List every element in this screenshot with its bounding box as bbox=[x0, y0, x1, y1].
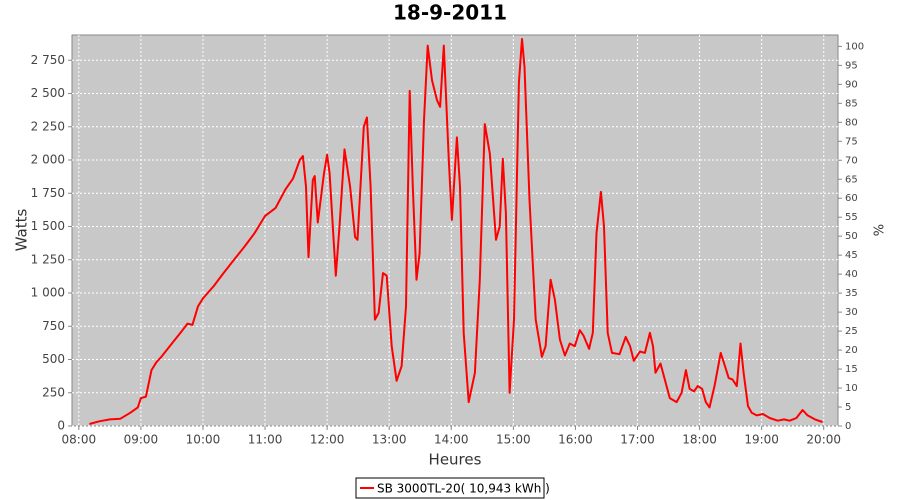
x-tick-label: 10:00 bbox=[186, 433, 221, 447]
y2-tick-label: 10 bbox=[845, 383, 858, 394]
y2-tick-label: 55 bbox=[845, 212, 858, 223]
y-tick-label: 0 bbox=[57, 419, 65, 433]
y-tick-label: 500 bbox=[42, 352, 65, 366]
y2-tick-label: 90 bbox=[845, 79, 858, 90]
x-tick-label: 08:00 bbox=[62, 433, 97, 447]
x-tick-label: 16:00 bbox=[558, 433, 593, 447]
y2-tick-label: 75 bbox=[845, 136, 858, 147]
x-axis-label: Heures bbox=[429, 451, 482, 469]
y2-tick-label: 30 bbox=[845, 307, 858, 318]
y2-tick-label: 25 bbox=[845, 326, 858, 337]
y2-tick-label: 85 bbox=[845, 98, 858, 109]
y-tick-label: 250 bbox=[42, 385, 65, 399]
x-tick-label: 19:00 bbox=[744, 433, 779, 447]
x-tick-label: 15:00 bbox=[496, 433, 531, 447]
plot-area bbox=[71, 34, 839, 427]
x-tick-label: 12:00 bbox=[310, 433, 345, 447]
y2-tick-label: 0 bbox=[845, 421, 851, 432]
y2-tick-label: 35 bbox=[845, 288, 858, 299]
y-tick-label: 2 750 bbox=[31, 53, 65, 67]
y-tick-label: 1 250 bbox=[31, 252, 65, 266]
y2-tick-label: 50 bbox=[845, 231, 858, 242]
y-tick-label: 2 000 bbox=[31, 153, 65, 167]
x-tick-label: 09:00 bbox=[124, 433, 159, 447]
y-axis-label: Watts bbox=[13, 209, 31, 252]
y-tick-label: 1 750 bbox=[31, 186, 65, 200]
y-tick-label: 2 500 bbox=[31, 86, 65, 100]
y2-tick-label: 20 bbox=[845, 345, 858, 356]
x-tick-label: 17:00 bbox=[620, 433, 655, 447]
y2-tick-label: 45 bbox=[845, 250, 858, 261]
x-tick-label: 14:00 bbox=[434, 433, 469, 447]
x-tick-label: 13:00 bbox=[372, 433, 407, 447]
y2-tick-label: 80 bbox=[845, 117, 858, 128]
x-tick-label: 11:00 bbox=[248, 433, 283, 447]
y2-axis-label: % bbox=[873, 224, 888, 236]
y2-tick-label: 60 bbox=[845, 193, 858, 204]
legend bbox=[355, 477, 545, 499]
y-tick-label: 750 bbox=[42, 319, 65, 333]
chart-title: 18-9-2011 bbox=[393, 1, 507, 25]
legend-label: SB 3000TL-20( 10,943 kWh ) bbox=[377, 482, 550, 496]
y2-tick-label: 65 bbox=[845, 174, 858, 185]
y2-tick-label: 40 bbox=[845, 269, 858, 280]
y2-tick-label: 15 bbox=[845, 364, 858, 375]
y2-tick-label: 5 bbox=[845, 402, 851, 413]
y2-tick-label: 70 bbox=[845, 155, 858, 166]
y-tick-label: 1 500 bbox=[31, 219, 65, 233]
y-tick-label: 2 250 bbox=[31, 119, 65, 133]
x-tick-label: 20:00 bbox=[806, 433, 841, 447]
y2-tick-label: 95 bbox=[845, 60, 858, 71]
data-line bbox=[89, 38, 823, 425]
x-tick-label: 18:00 bbox=[682, 433, 717, 447]
y-tick-label: 1 000 bbox=[31, 286, 65, 300]
y2-tick-label: 100 bbox=[845, 41, 864, 52]
